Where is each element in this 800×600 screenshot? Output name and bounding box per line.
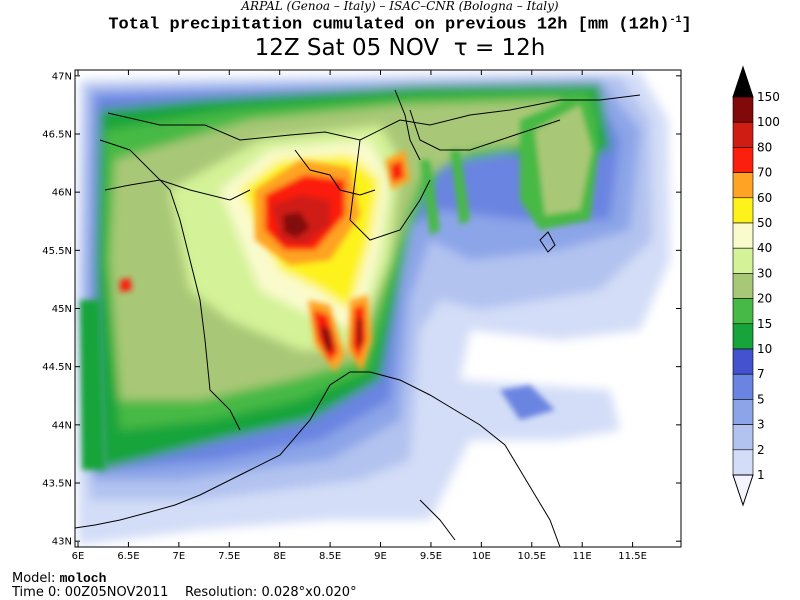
- lat-tick-label: 46.5N: [42, 129, 72, 140]
- time0-label: Time 0:: [12, 585, 61, 600]
- colorbar-label: 2: [757, 443, 765, 457]
- colorbar-label: 70: [757, 166, 772, 180]
- lat-tick-label: 44N: [52, 420, 72, 431]
- colorbar-segment: [732, 222, 754, 249]
- precipitation-field: [76, 72, 670, 545]
- lon-tick-label: 10E: [472, 551, 491, 562]
- colorbar-segment: [732, 348, 754, 375]
- colorbar-segment: [732, 197, 754, 224]
- colorbar-segment: [732, 247, 754, 274]
- colorbar-label: 30: [757, 266, 772, 280]
- lat-tick-label: 46N: [52, 188, 72, 199]
- lon-tick-label: 7.5E: [218, 551, 240, 562]
- title-text: Total precipitation cumulated on previou…: [108, 15, 670, 35]
- colorbar-label: 10: [757, 342, 772, 356]
- colorbar-label: 100: [757, 115, 780, 129]
- colorbar-label: 1: [757, 468, 765, 482]
- coastlines-borders: [75, 89, 641, 547]
- colorbar-segment: [732, 121, 754, 148]
- colorbar-label: 150: [757, 90, 780, 104]
- lat-tick-label: 43.5N: [42, 479, 72, 490]
- colorbar-segment: [732, 373, 754, 400]
- colorbar-label: 80: [757, 140, 772, 154]
- title-superscript: -1: [669, 15, 682, 26]
- lat-tick-label: 43N: [52, 537, 72, 548]
- title-end: ]: [681, 15, 692, 35]
- colorbar-label: 20: [757, 292, 772, 306]
- lon-tick-label: 11E: [573, 551, 592, 562]
- colorbar-label: 5: [757, 392, 765, 406]
- run-time-subtitle: 12Z Sat 05 NOV τ = 12h: [0, 34, 800, 62]
- lon-tick-label: 8E: [273, 551, 286, 562]
- colorbar-label: 15: [757, 317, 772, 331]
- model-line: Model: moloch: [12, 571, 106, 586]
- colorbar-label: 3: [757, 418, 765, 432]
- colorbar-segment: [732, 323, 754, 350]
- colorbar-segment: [732, 399, 754, 425]
- lon-tick-label: 9E: [374, 551, 387, 562]
- colorbar-segment: [732, 449, 754, 476]
- colorbar-segment: [732, 273, 754, 299]
- chart-title: Total precipitation cumulated on previou…: [0, 11, 800, 36]
- lon-tick-label: 6.5E: [117, 551, 139, 562]
- axis-ticks: 6E 6.5E 7E 7.5E 8E 8.5E 9E 9.5E 10E 10.5E 11E 11.5E…: [42, 70, 681, 562]
- time-resolution-line: Time 0: 00Z05NOV2011 Resolution: 0.028°x…: [12, 585, 357, 600]
- colorbar-segment: [732, 172, 754, 199]
- colorbar-label: 50: [757, 216, 772, 230]
- lat-tick-label: 45.5N: [42, 246, 72, 257]
- institutions-header: ARPAL (Genoa – Italy) – ISAC–CNR (Bologn…: [241, 0, 559, 13]
- colorbar-label: 60: [757, 191, 772, 205]
- lat-tick-label: 45N: [52, 304, 72, 315]
- model-name: moloch: [59, 571, 107, 586]
- run-time: 12Z Sat 05 NOV: [254, 35, 440, 61]
- colorbar-top-triangle: [732, 65, 754, 98]
- colorbar-segment: [732, 147, 754, 173]
- lon-tick-label: 7E: [173, 551, 186, 562]
- colorbar-label: 7: [757, 367, 765, 381]
- colorbar-bottom-triangle: [732, 474, 754, 507]
- colorbar: 1 2 3 5 7 10 15 20 30 40 50 60 70 80 100 150: [732, 65, 780, 507]
- lat-tick-label: 44.5N: [42, 362, 72, 373]
- colorbar-segment: [732, 298, 754, 325]
- colorbar-segment: [732, 96, 754, 123]
- tau-label: τ = 12h: [453, 35, 546, 61]
- lon-tick-label: 11.5E: [618, 551, 647, 562]
- lon-tick-label: 6E: [72, 551, 85, 562]
- colorbar-segment: [732, 424, 754, 451]
- model-label: Model:: [12, 571, 56, 586]
- resolution-value: 0.028°x0.020°: [261, 585, 357, 600]
- lon-tick-label: 8.5E: [319, 551, 341, 562]
- resolution-label: Resolution:: [184, 585, 258, 600]
- colorbar-label: 40: [757, 241, 772, 255]
- time0-value: 00Z05NOV2011: [64, 585, 169, 600]
- lon-tick-label: 9.5E: [420, 551, 442, 562]
- lon-tick-label: 10.5E: [517, 551, 546, 562]
- lat-tick-label: 47N: [52, 71, 72, 82]
